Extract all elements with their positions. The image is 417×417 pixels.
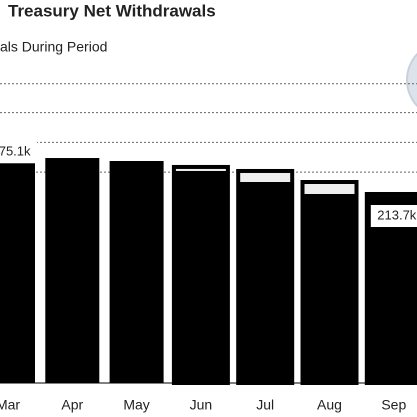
x-tick-label: Aug [317,397,342,413]
decoration [406,52,417,108]
value-label-box [0,141,37,164]
x-tick-label: Jul [256,397,274,413]
bar [0,142,35,383]
bar [45,158,100,383]
x-tick-label: May [123,397,149,413]
value-label: 213.7k [377,207,417,222]
bar [302,193,357,383]
bar [173,170,228,383]
x-tick-label: Sep [381,397,406,413]
value-label-box [370,205,417,228]
x-tick-label: Mar [0,397,20,413]
x-tick-label: Apr [61,397,83,413]
value-label: 275.1k [0,144,31,159]
chart-title: Treasury Net Withdrawals [8,1,216,20]
bar [109,161,164,383]
x-tick-label: Jun [190,397,213,413]
bar [238,182,293,383]
bar [366,196,417,383]
chart-subtitle: als During Period [0,39,107,55]
